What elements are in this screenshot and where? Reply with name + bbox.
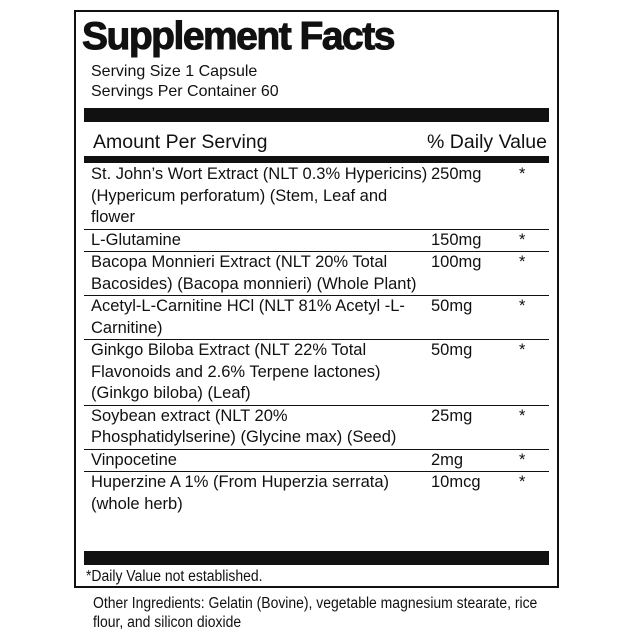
footnote: *Daily Value not established. xyxy=(86,568,263,585)
other-ingredients: Other Ingredients: Gelatin (Bovine), veg… xyxy=(93,595,538,631)
ingredient-name: Acetyl-L-Carnitine HCl (NLT 81% Acetyl -… xyxy=(91,297,405,337)
ingredient-row: Bacopa Monnieri Extract (NLT 20% Total B… xyxy=(84,252,549,296)
ingredient-amount: 50mg xyxy=(431,341,473,359)
ingredient-amount: 250mg xyxy=(431,165,482,183)
ingredient-amount: 100mg xyxy=(431,253,482,271)
amount-per-serving-header: Amount Per Serving xyxy=(93,131,268,153)
ingredient-daily-value: * xyxy=(519,406,526,425)
ingredient-row: Acetyl-L-Carnitine HCl (NLT 81% Acetyl -… xyxy=(84,296,549,340)
ingredient-daily-value: * xyxy=(519,473,526,491)
ingredient-name: Bacopa Monnieri Extract (NLT 20% Total B… xyxy=(91,253,417,293)
daily-value-header: % Daily Value xyxy=(427,131,547,153)
ingredient-daily-value: * xyxy=(519,450,526,469)
serving-size: Serving Size 1 Capsule xyxy=(91,63,258,80)
ingredient-name: St. John’s Wort Extract (NLT 0.3% Hyperi… xyxy=(91,165,428,226)
ingredient-name: L-Glutamine xyxy=(91,230,181,249)
ingredient-amount: 150mg xyxy=(431,230,482,249)
ingredient-daily-value: * xyxy=(519,297,526,315)
ingredient-amount: 2mg xyxy=(431,450,464,469)
ingredient-name: Huperzine A 1% (From Huperzia serrata) (… xyxy=(91,473,390,513)
ingredient-row: L-Glutamine 150mg * xyxy=(84,230,549,252)
panel-title: Supplement Facts xyxy=(82,15,396,59)
ingredient-row: St. John’s Wort Extract (NLT 0.3% Hyperi… xyxy=(84,164,549,230)
ingredient-name: Soybean extract (NLT 20% Phosphatidylser… xyxy=(91,406,397,447)
servings-per-container: Servings Per Container 60 xyxy=(91,83,279,100)
ingredient-daily-value: * xyxy=(519,341,526,359)
ingredient-daily-value: * xyxy=(519,165,526,183)
supplement-facts-panel: Supplement Facts Serving Size 1 Capsule … xyxy=(74,10,559,588)
ingredient-row: Ginkgo Biloba Extract (NLT 22% Total Fla… xyxy=(84,340,549,406)
ingredient-amount: 25mg xyxy=(431,406,473,425)
ingredient-amount: 10mcg xyxy=(431,473,481,491)
ingredient-row: Huperzine A 1% (From Huperzia serrata) (… xyxy=(84,472,549,515)
divider-bar xyxy=(84,156,549,163)
ingredient-amount: 50mg xyxy=(431,297,473,315)
ingredient-table: St. John’s Wort Extract (NLT 0.3% Hyperi… xyxy=(84,164,549,515)
divider-bar xyxy=(84,551,549,565)
ingredient-name: Vinpocetine xyxy=(91,450,177,469)
divider-bar xyxy=(84,108,549,122)
ingredient-daily-value: * xyxy=(519,253,526,271)
ingredient-daily-value: * xyxy=(519,230,526,249)
ingredient-row: Vinpocetine 2mg * xyxy=(84,450,549,472)
ingredient-row: Soybean extract (NLT 20% Phosphatidylser… xyxy=(84,406,549,450)
ingredient-name: Ginkgo Biloba Extract (NLT 22% Total Fla… xyxy=(91,341,381,402)
